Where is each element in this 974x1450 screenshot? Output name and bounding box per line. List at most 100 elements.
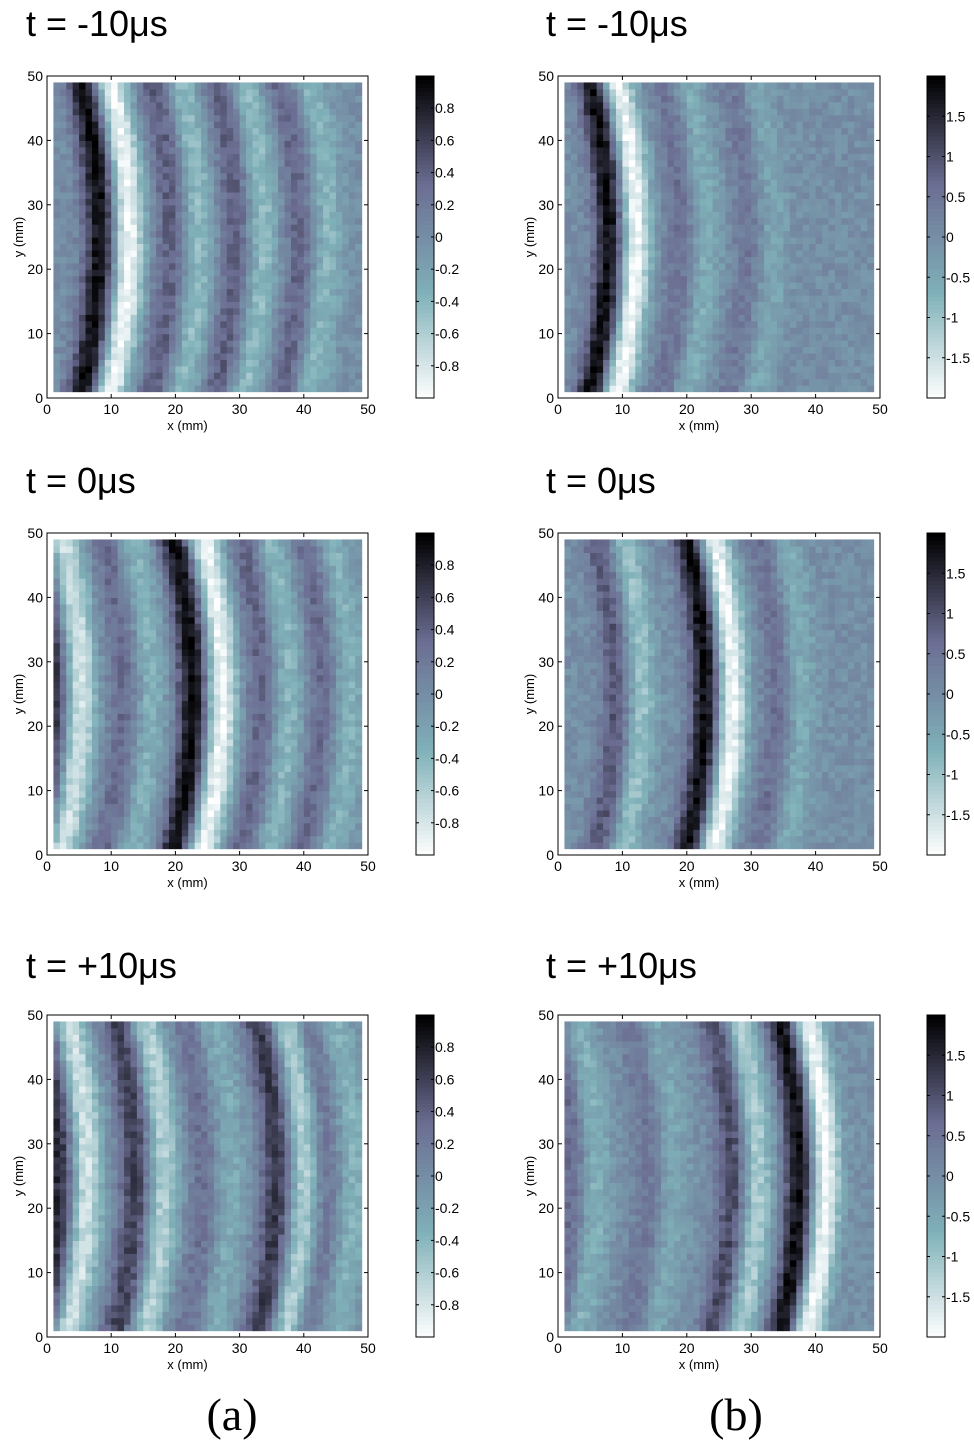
heatmap-cell [149, 256, 157, 264]
heatmap-cell [577, 301, 585, 309]
heatmap-cell [641, 179, 649, 187]
heatmap-field [53, 82, 363, 393]
heatmap-cell [577, 82, 585, 90]
heatmap-cell [834, 237, 842, 245]
colorbar-segment [416, 393, 434, 399]
heatmap-cell [239, 320, 247, 328]
heatmap-cell [622, 101, 630, 109]
heatmap-cell [79, 385, 87, 393]
heatmap-cell [258, 301, 266, 309]
heatmap-cell [667, 133, 675, 141]
heatmap-cell [342, 372, 350, 380]
heatmap-cell [731, 243, 739, 251]
heatmap-cell [290, 359, 298, 367]
heatmap-cell [316, 101, 324, 109]
heatmap-cell [233, 217, 241, 225]
heatmap-cell [719, 372, 727, 380]
heatmap-cell [278, 146, 286, 154]
heatmap-cell [738, 243, 746, 251]
heatmap-cell [252, 275, 260, 283]
heatmap-cell [783, 333, 791, 341]
heatmap-cell [316, 95, 324, 103]
heatmap-cell [609, 179, 617, 187]
heatmap-cell [776, 320, 784, 328]
heatmap-cell [124, 842, 132, 850]
heatmap-cell [712, 365, 720, 373]
heatmap-cell [85, 378, 93, 386]
colorbar-segment [416, 208, 434, 214]
heatmap-cell [329, 372, 337, 380]
heatmap-cell [686, 378, 694, 386]
heatmap-cell [867, 204, 875, 212]
heatmap-cell [828, 159, 836, 167]
colorbar-segment [416, 140, 434, 146]
heatmap-cell [278, 346, 286, 354]
heatmap-cell [564, 191, 572, 199]
heatmap-cell [130, 269, 138, 277]
heatmap-cell [323, 146, 331, 154]
heatmap-cell [680, 153, 688, 161]
heatmap-cell [175, 95, 183, 103]
heatmap-cell [85, 327, 93, 335]
heatmap-cell [867, 243, 875, 251]
heatmap-cell [355, 224, 363, 232]
heatmap-cell [207, 140, 215, 148]
heatmap-cell [59, 333, 67, 341]
heatmap-cell [738, 230, 746, 238]
heatmap-cell [111, 314, 119, 322]
heatmap-cell [615, 198, 623, 206]
heatmap-cell [258, 146, 266, 154]
heatmap-cell [815, 95, 823, 103]
heatmap-cell [719, 172, 727, 180]
heatmap-cell [290, 140, 298, 148]
heatmap-cell [290, 275, 298, 283]
heatmap-cell [265, 359, 273, 367]
heatmap-cell [854, 211, 862, 219]
heatmap-cell [53, 327, 61, 335]
heatmap-cell [854, 185, 862, 193]
heatmap-cell [628, 88, 636, 96]
heatmap-cell [98, 230, 106, 238]
heatmap-cell [348, 185, 356, 193]
heatmap-cell [596, 140, 604, 148]
heatmap-cell [706, 301, 714, 309]
heatmap-cell [72, 365, 80, 373]
heatmap-cell [342, 314, 350, 322]
heatmap-cell [207, 835, 215, 843]
heatmap-cell [815, 365, 823, 373]
heatmap-cell [162, 301, 170, 309]
heatmap-cell [847, 346, 855, 354]
heatmap-cell [355, 146, 363, 154]
heatmap-cell [130, 282, 138, 290]
heatmap-cell [220, 95, 228, 103]
heatmap-cell [162, 385, 170, 393]
heatmap-cell [648, 166, 656, 174]
heatmap-cell [220, 262, 228, 270]
heatmap-cell [796, 230, 804, 238]
heatmap-cell [693, 88, 701, 96]
heatmap-cell [66, 307, 74, 315]
heatmap-cell [143, 346, 151, 354]
heatmap-cell [98, 301, 106, 309]
heatmap-cell [628, 378, 636, 386]
heatmap-cell [667, 108, 675, 116]
heatmap-cell [258, 282, 266, 290]
heatmap-cell [751, 140, 759, 148]
heatmap-cell [641, 230, 649, 238]
heatmap-cell [130, 378, 138, 386]
heatmap-cell [258, 320, 266, 328]
heatmap-cell [136, 243, 144, 251]
heatmap-cell [577, 378, 585, 386]
heatmap-cell [117, 237, 125, 245]
heatmap-cell [564, 327, 572, 335]
heatmap-cell [834, 230, 842, 238]
heatmap-cell [860, 185, 868, 193]
heatmap-cell [783, 365, 791, 373]
heatmap-cell [609, 372, 617, 380]
heatmap-cell [124, 327, 132, 335]
heatmap-cell [258, 153, 266, 161]
heatmap-cell [635, 153, 643, 161]
heatmap-cell [143, 275, 151, 283]
heatmap-cell [181, 346, 189, 354]
heatmap-cell [220, 217, 228, 225]
